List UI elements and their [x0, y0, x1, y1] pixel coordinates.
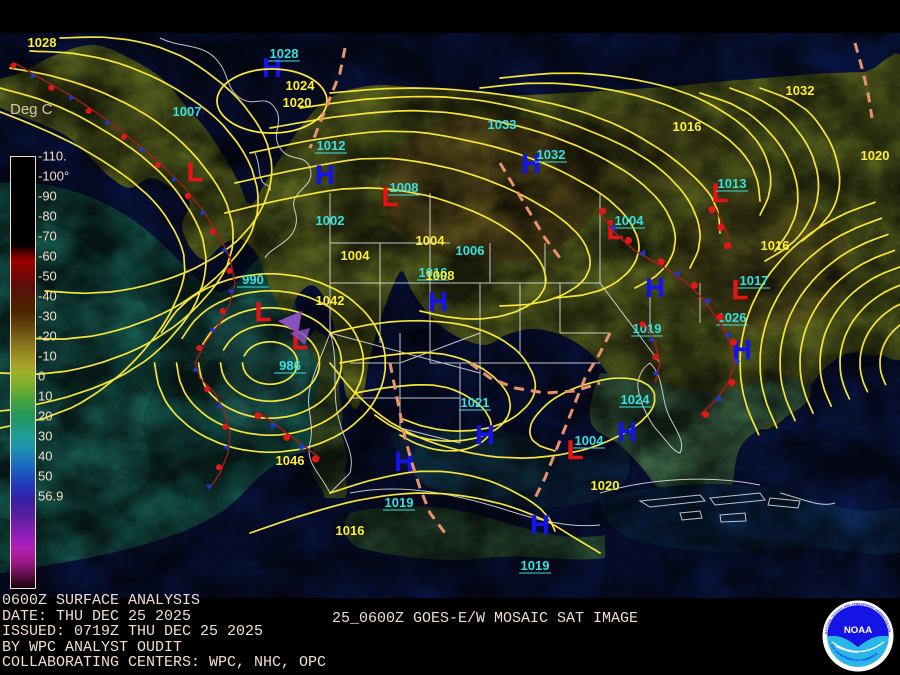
svg-text:1017: 1017	[740, 273, 769, 288]
svg-text:H: H	[475, 420, 495, 450]
svg-text:1004: 1004	[341, 248, 371, 263]
svg-text:H: H	[428, 287, 448, 317]
svg-text:L: L	[187, 157, 204, 187]
svg-text:1013: 1013	[718, 176, 747, 191]
svg-text:1033: 1033	[488, 117, 517, 132]
svg-text:1020: 1020	[861, 148, 890, 163]
svg-text:1016: 1016	[761, 238, 790, 253]
svg-text:1046: 1046	[276, 453, 305, 468]
svg-text:1019: 1019	[385, 495, 414, 510]
svg-text:1002: 1002	[316, 213, 345, 228]
svg-text:1004: 1004	[416, 233, 446, 248]
svg-text:H: H	[394, 447, 414, 477]
svg-text:1007: 1007	[173, 104, 202, 119]
svg-text:1032: 1032	[786, 83, 815, 98]
svg-text:1004: 1004	[575, 433, 605, 448]
svg-text:990: 990	[242, 272, 264, 287]
svg-text:1021: 1021	[461, 395, 490, 410]
svg-text:1028: 1028	[28, 35, 57, 50]
svg-text:1020: 1020	[283, 95, 312, 110]
svg-text:986: 986	[279, 358, 301, 373]
svg-text:1016: 1016	[673, 119, 702, 134]
svg-text:H: H	[645, 273, 665, 303]
svg-text:1012: 1012	[317, 138, 346, 153]
svg-text:1016: 1016	[336, 523, 365, 538]
svg-text:1024: 1024	[621, 392, 651, 407]
svg-text:1006: 1006	[456, 243, 485, 258]
svg-text:H: H	[617, 417, 637, 447]
svg-text:1032: 1032	[537, 147, 566, 162]
svg-text:NOAA: NOAA	[844, 625, 872, 636]
svg-text:1042: 1042	[316, 293, 345, 308]
svg-text:H: H	[530, 510, 550, 540]
svg-text:1008: 1008	[426, 268, 455, 283]
svg-text:1028: 1028	[270, 46, 299, 61]
svg-text:L: L	[255, 297, 272, 327]
svg-text:1004: 1004	[615, 213, 645, 228]
svg-text:1024: 1024	[286, 78, 316, 93]
svg-text:1008: 1008	[390, 180, 419, 195]
svg-text:1020: 1020	[591, 478, 620, 493]
svg-text:H: H	[315, 160, 335, 190]
svg-text:1019: 1019	[521, 558, 550, 573]
